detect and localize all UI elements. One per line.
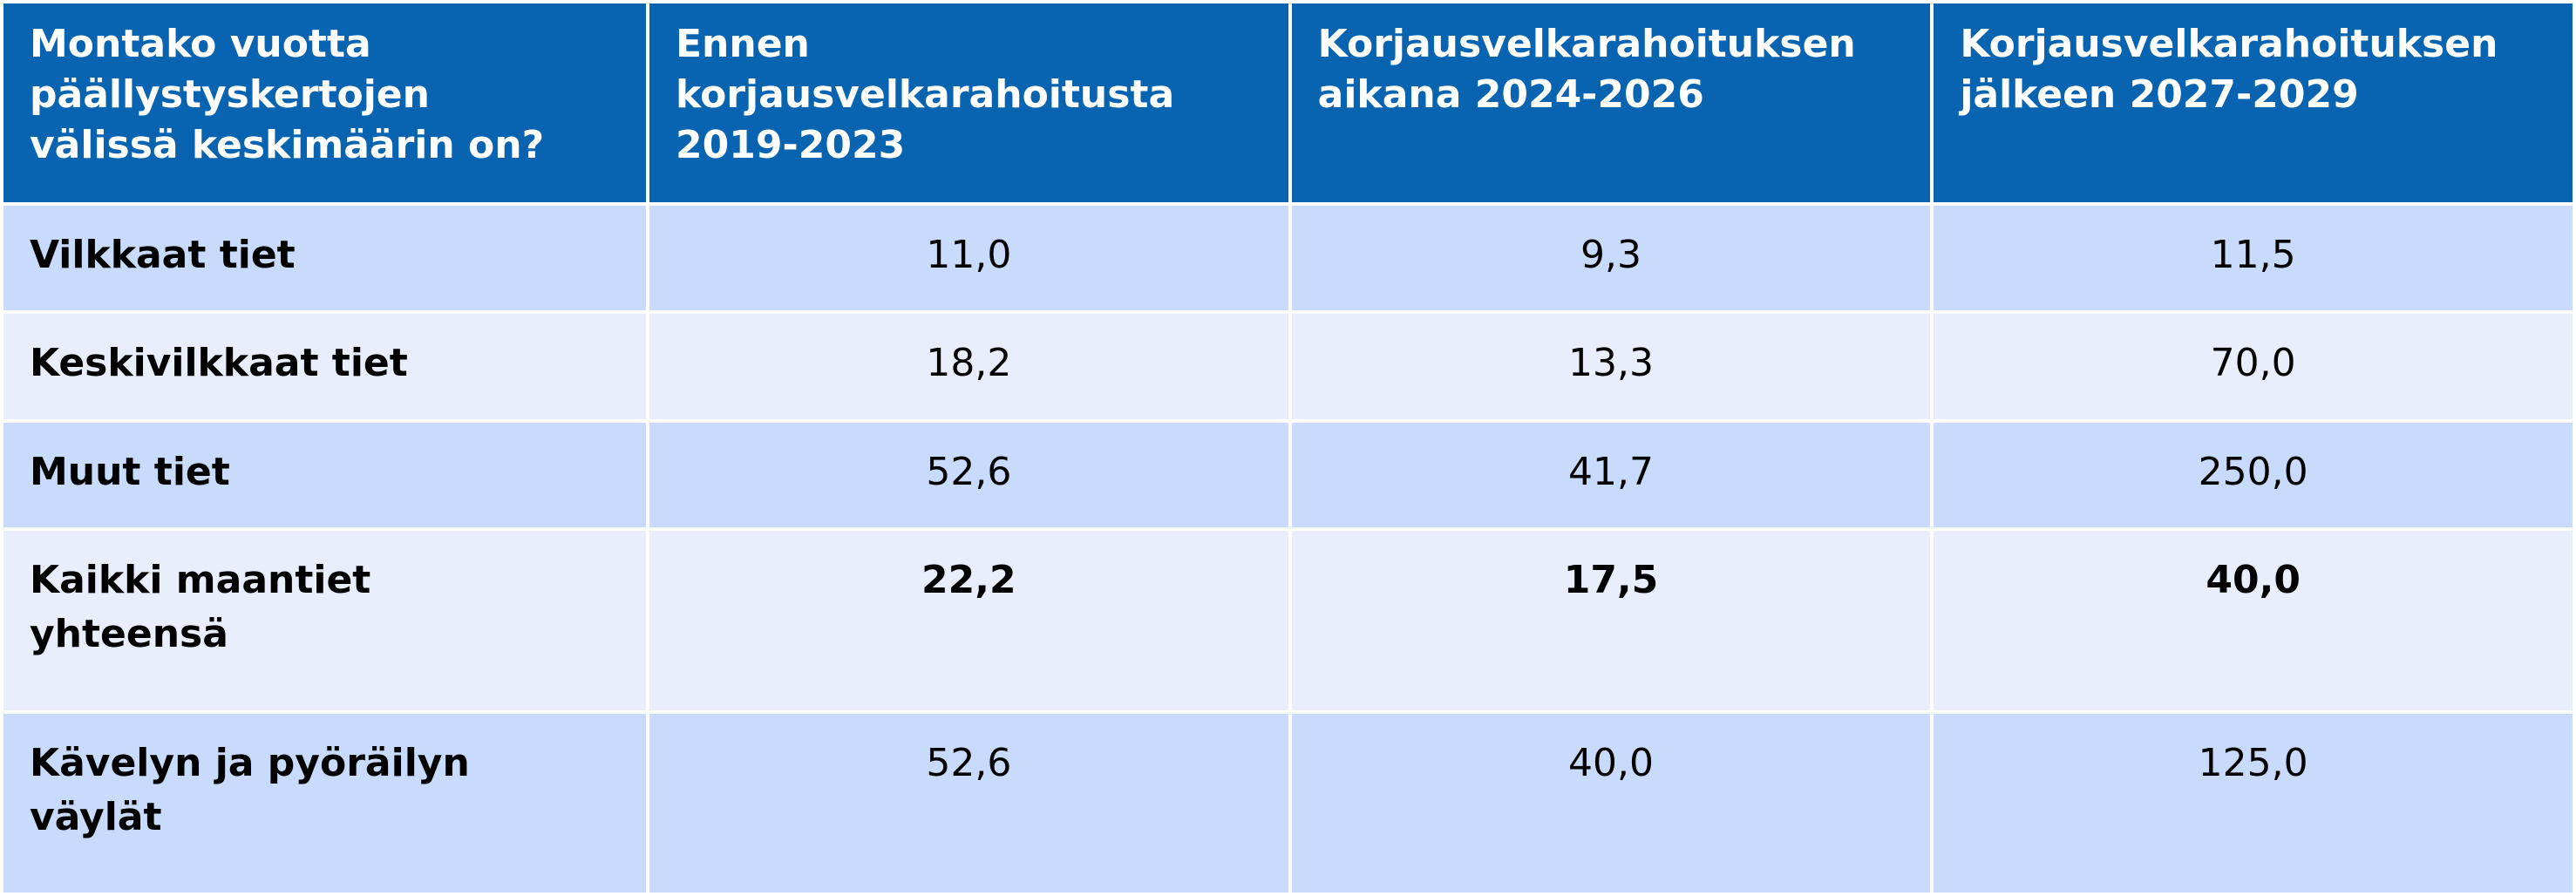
value-cell: 11,0: [649, 206, 1288, 311]
value-cell: 40,0: [1934, 531, 2573, 710]
table-row: Kävelyn ja pyöräilyn väylät 52,6 40,0 125,0: [3, 713, 2573, 893]
row-label: Kaikki maantiet yhteensä: [3, 531, 646, 710]
table-row: Muut tiet 52,6 41,7 250,0: [3, 422, 2573, 528]
table-row: Vilkkaat tiet 11,0 9,3 11,5: [3, 206, 2573, 311]
row-label: Kävelyn ja pyöräilyn väylät: [3, 713, 646, 893]
table-row: Kaikki maantiet yhteensä 22,2 17,5 40,0: [3, 531, 2573, 710]
row-label: Muut tiet: [3, 422, 646, 528]
value-cell: 9,3: [1291, 206, 1931, 311]
header-cell: Montako vuotta päällystyskertojen väliss…: [3, 3, 646, 202]
value-cell: 41,7: [1291, 422, 1931, 528]
value-cell: 17,5: [1291, 531, 1931, 710]
row-label: Vilkkaat tiet: [3, 206, 646, 311]
value-cell: 13,3: [1291, 314, 1931, 419]
header-cell: Korjausvelkarahoituksen jälkeen 2027-202…: [1934, 3, 2573, 202]
value-cell: 18,2: [649, 314, 1288, 419]
row-label: Keskivilkkaat tiet: [3, 314, 646, 419]
table-body: Vilkkaat tiet 11,0 9,3 11,5 Keskivilkkaat ti…: [3, 206, 2573, 893]
header-row: Montako vuotta päällystyskertojen väliss…: [3, 3, 2573, 202]
value-cell: 70,0: [1934, 314, 2573, 419]
value-cell: 11,5: [1934, 206, 2573, 311]
value-cell: 22,2: [649, 531, 1288, 710]
table-row: Keskivilkkaat tiet 18,2 13,3 70,0: [3, 314, 2573, 419]
value-cell: 250,0: [1934, 422, 2573, 528]
value-cell: 125,0: [1934, 713, 2573, 893]
value-cell: 40,0: [1291, 713, 1931, 893]
header-cell: Korjausvelkarahoituksen aikana 2024-2026: [1291, 3, 1931, 202]
header-cell: Ennen korjausvelkarahoitusta 2019-2023: [649, 3, 1288, 202]
value-cell: 52,6: [649, 713, 1288, 893]
value-cell: 52,6: [649, 422, 1288, 528]
